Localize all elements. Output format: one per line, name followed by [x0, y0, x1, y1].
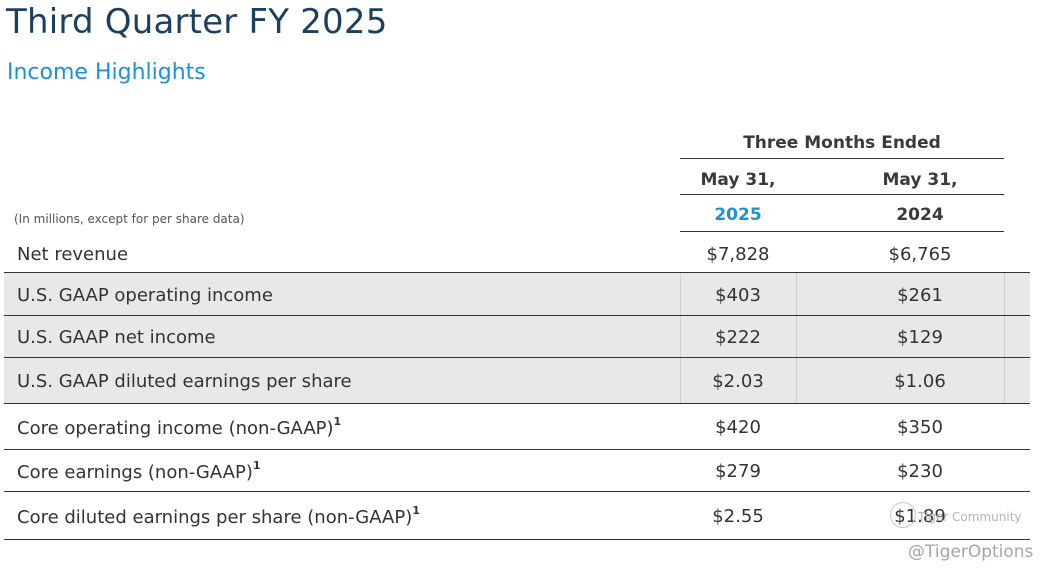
table-row: U.S. GAAP operating income $403 $261 [4, 273, 1030, 316]
footnote-marker: 1 [252, 459, 261, 472]
column-header-date-prior: May 31, [882, 170, 958, 190]
row-label: U.S. GAAP operating income [17, 285, 273, 306]
table-row: Core diluted earnings per share (non-GAA… [4, 492, 1030, 540]
column-separator [796, 358, 797, 404]
table-row: U.S. GAAP net income $222 $129 [4, 316, 1030, 358]
table-row: Core earnings (non-GAAP)1 $279 $230 [4, 450, 1030, 492]
row-divider [4, 403, 1030, 404]
row-divider [4, 315, 1030, 316]
units-note: (In millions, except for per share data) [14, 212, 245, 226]
row-value-current: $420 [715, 417, 761, 438]
watermark-logo-icon [890, 502, 916, 528]
row-value-prior: $6,765 [888, 244, 952, 265]
column-separator [1004, 358, 1005, 404]
table-row: Net revenue $7,828 $6,765 [4, 238, 1030, 273]
row-label: U.S. GAAP diluted earnings per share [17, 371, 352, 392]
column-date-underline [680, 194, 1004, 195]
row-value-current: $403 [715, 285, 761, 306]
row-value-current: $2.03 [712, 371, 764, 392]
watermark-community: Tiger Community [918, 510, 1022, 524]
column-header-year-prior: 2024 [896, 205, 944, 225]
row-divider [4, 538, 1030, 540]
row-label: Core earnings (non-GAAP)1 [17, 459, 261, 483]
row-value-prior: $350 [897, 417, 943, 438]
row-value-current: $7,828 [706, 244, 770, 265]
row-label: Net revenue [17, 244, 129, 265]
row-divider [4, 272, 1030, 273]
row-divider [4, 491, 1030, 492]
column-header-year-current: 2025 [714, 205, 762, 225]
column-year-underline [680, 231, 1004, 232]
column-separator [796, 316, 797, 358]
footnote-marker: 1 [333, 415, 342, 428]
row-divider [4, 357, 1030, 358]
page-subtitle: Income Highlights [7, 60, 206, 85]
row-value-prior: $129 [897, 327, 943, 348]
row-label: Core operating income (non-GAAP)1 [17, 415, 342, 439]
row-value-prior: $230 [897, 461, 943, 482]
column-separator [680, 358, 681, 404]
table-row: Core operating income (non-GAAP)1 $420 $… [4, 404, 1030, 450]
row-value-prior: $261 [897, 285, 943, 306]
column-separator [1004, 273, 1005, 316]
page-title: Third Quarter FY 2025 [6, 2, 388, 42]
row-label: U.S. GAAP net income [17, 327, 216, 348]
column-separator [680, 316, 681, 358]
row-value-current: $222 [715, 327, 761, 348]
column-separator [680, 273, 681, 316]
footnote-marker: 1 [412, 504, 420, 517]
column-group-header: Three Months Ended [743, 133, 941, 153]
column-group-underline [680, 158, 1004, 159]
row-label: Core diluted earnings per share (non-GAA… [17, 504, 420, 528]
row-divider [4, 449, 1030, 450]
row-value-current: $279 [715, 461, 761, 482]
table-row: U.S. GAAP diluted earnings per share $2.… [4, 358, 1030, 404]
column-separator [1004, 316, 1005, 358]
row-value-prior: $1.06 [894, 371, 946, 392]
column-header-date-current: May 31, [700, 170, 776, 190]
column-separator [796, 273, 797, 316]
row-value-current: $2.55 [712, 506, 764, 527]
watermark-handle: @TigerOptions [908, 542, 1034, 562]
